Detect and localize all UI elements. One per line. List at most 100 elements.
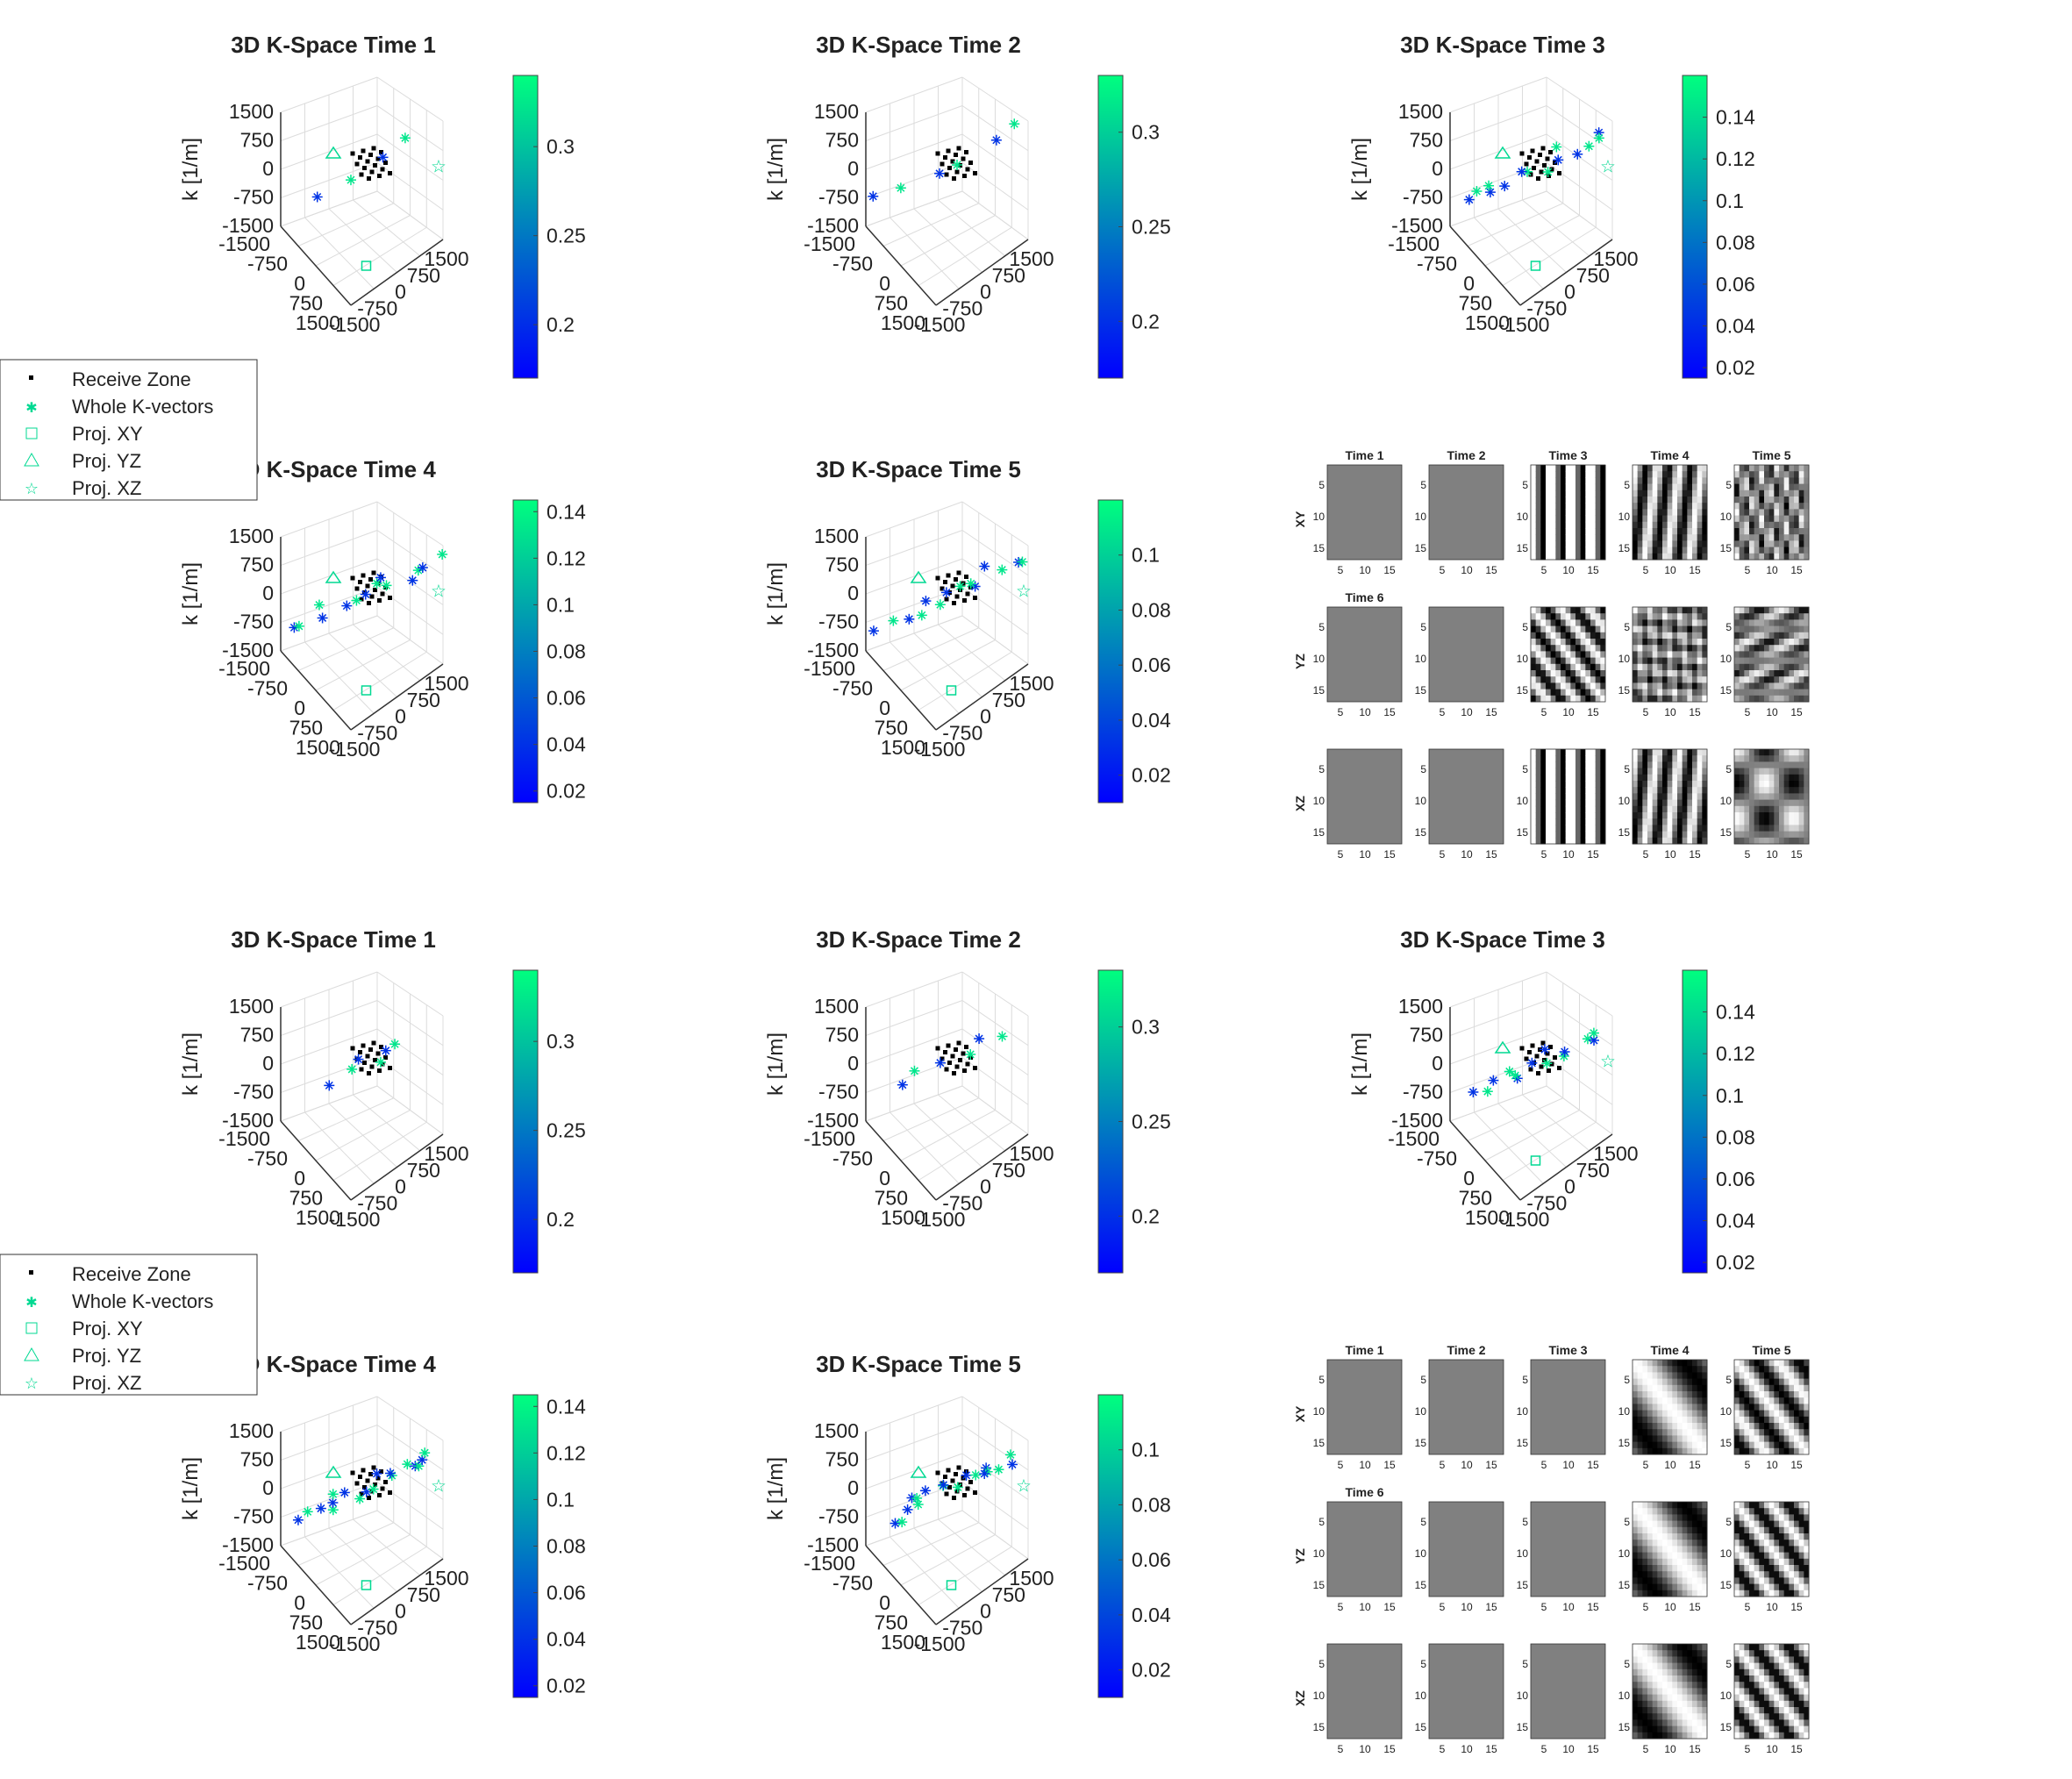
pattern-pixel [1540,547,1547,554]
y-tick-label: 10 [1313,653,1325,665]
pattern-pixel [1749,553,1755,561]
pattern-pixel [1672,774,1678,782]
pattern-pixel [1764,1675,1770,1683]
x-tick-label: 1500 [424,1142,468,1165]
pattern-pixel [1687,1384,1693,1392]
pattern-pixel [1779,1372,1785,1380]
pattern-pixel [1677,1397,1683,1404]
legend-pentagram-icon: ☆ [25,480,39,497]
pattern-pixel [1652,663,1658,671]
colorbar [1682,75,1708,379]
pattern-pixel [1798,1583,1804,1591]
receive-zone-marker [350,575,355,581]
x-tick-label: -750 [942,721,982,744]
y-tick-label: 15 [1415,1579,1427,1591]
colorbar-tick-label: 0.02 [1132,764,1171,787]
pattern-pixel [1540,607,1547,614]
receive-zone-marker [968,161,973,165]
legend-entry: Proj. XZ [72,477,141,499]
pattern-pixel [1798,799,1804,807]
pattern-pixel [1734,799,1740,807]
pattern-pixel [1565,465,1571,472]
pattern-pixel [1774,1662,1780,1670]
pattern-pixel [1642,837,1648,845]
receive-zone-marker [950,159,955,164]
pattern-pixel [1687,1441,1693,1449]
pattern-pixel [1734,489,1740,497]
pattern-pixel [1744,1700,1750,1708]
pattern-pixel [1697,774,1703,782]
pattern-pixel [1768,619,1775,627]
k-vector-marker [1572,148,1583,160]
pattern-pixel [1561,534,1567,541]
pattern-pixel [1677,1675,1683,1683]
pattern-pixel [1672,818,1678,825]
pattern-pixel [1677,607,1683,614]
pattern-pixel [1546,534,1552,541]
pattern-pixel [1739,755,1745,762]
x-tick-label: 10 [1562,1743,1575,1755]
pattern-pixel [1759,761,1765,769]
pattern-pixel [1779,619,1785,627]
pattern-pixel [1759,1384,1765,1392]
pattern-pixel [1667,1378,1673,1386]
pattern-pixel [1546,825,1552,832]
y-tick-label: 10 [1517,1547,1529,1560]
pattern-pixel [1692,1571,1698,1578]
pattern-pixel [1642,1533,1648,1540]
pattern-pixel [1754,657,1760,665]
pattern-pixel [1702,825,1708,832]
pattern-pixel [1697,787,1703,794]
pattern-pixel [1570,471,1576,478]
pattern-pixel [1565,639,1571,646]
pattern-pixel [1550,528,1556,535]
pattern-pixel [1429,1644,1504,1739]
pattern-pixel [1687,540,1693,548]
pattern-frame [1632,1501,1708,1597]
pattern-pixel [1734,657,1740,665]
pattern-pixel [1677,793,1683,801]
k-vector-marker [940,587,952,598]
pattern-pixel [1798,1366,1804,1373]
y-tick-label: 750 [875,292,908,315]
pattern-pixel [1754,1675,1760,1683]
pattern-pixel [1642,1423,1648,1430]
pattern-pixel [1662,1540,1668,1547]
pattern-pixel [1546,818,1552,825]
pattern-pixel [1783,1590,1790,1597]
pattern-pixel [1667,534,1673,541]
pattern-pixel [1677,663,1683,671]
pattern-pixel [1804,1366,1810,1373]
pattern-pixel [1682,1688,1688,1696]
pattern-pixel [1561,471,1567,478]
pattern-pixel [1565,540,1571,548]
pattern-pixel [1647,812,1654,819]
pattern-pixel [1570,663,1576,671]
pattern-pixel [1768,1719,1775,1727]
pattern-pixel [1774,1502,1780,1509]
pattern-pixel [1754,625,1760,633]
pattern-pixel [1662,1391,1668,1398]
pattern-pixel [1662,534,1668,541]
pattern-pixel [1657,774,1663,782]
pattern-pixel [1804,1546,1810,1554]
pattern-pixel [1768,613,1775,620]
pattern-pixel [1692,619,1698,627]
pattern-pixel [1595,607,1601,614]
pattern-pixel [1647,1520,1654,1528]
pattern-pixel [1754,503,1760,510]
proj-xy-marker [946,1580,957,1590]
pattern-pixel [1794,1397,1800,1404]
pattern-pixel [1570,761,1576,769]
pattern-pixel [1768,1435,1775,1443]
z-tick-label: 0 [262,1476,274,1499]
k-vector-marker [1482,1086,1493,1097]
pattern-pixel [1590,663,1597,671]
pattern-pixel [1652,528,1658,535]
pattern-pixel [1642,1682,1648,1689]
pattern-pixel [1595,749,1601,756]
x-tick-label: 15 [1790,706,1803,718]
pattern-pixel [1555,619,1561,627]
pattern-pixel [1749,1552,1755,1560]
pattern-pixel [1647,663,1654,671]
